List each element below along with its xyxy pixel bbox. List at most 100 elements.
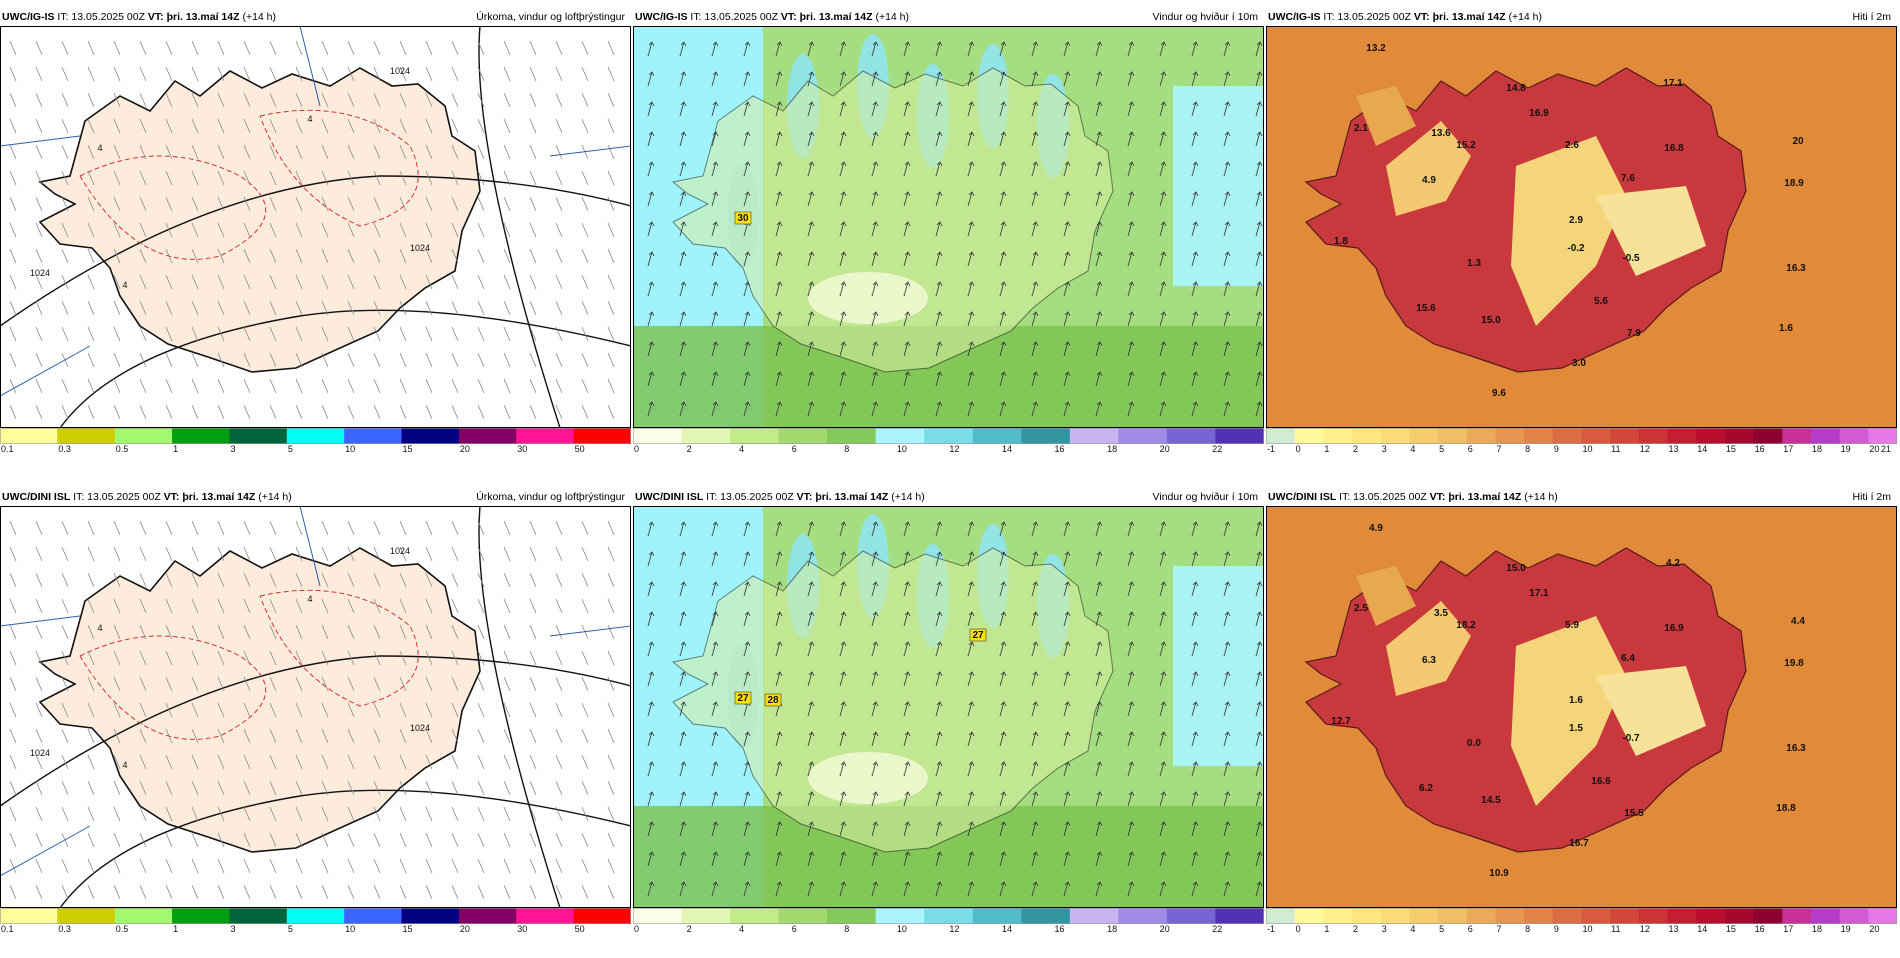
color-scale-swatch bbox=[972, 908, 1022, 924]
color-scale-tick-label: 0.1 bbox=[1, 444, 14, 454]
lead-time: (+14 h) bbox=[872, 11, 910, 23]
map-value-label: 5.9 bbox=[1565, 620, 1579, 631]
map-value-label: 4.4 bbox=[1791, 616, 1805, 627]
map-value-label: 13.2 bbox=[1366, 43, 1386, 54]
color-scale-labels: 0.1 0.3 0.5 1 3 5 10 15 20 30 50 bbox=[0, 924, 631, 936]
color-scale-swatch bbox=[286, 428, 345, 444]
color-scale-tick-label: 30 bbox=[517, 444, 528, 454]
precip-contours bbox=[79, 109, 419, 260]
map-value-label: 1.6 bbox=[1779, 323, 1793, 334]
color-scale-tick-label: 12 bbox=[949, 444, 960, 454]
map-value-label: 4 bbox=[97, 143, 102, 153]
map-value-label: 27 bbox=[972, 630, 984, 641]
map-value-label: 10.9 bbox=[1489, 868, 1509, 879]
iceland-outline bbox=[671, 547, 1114, 853]
color-scale-tick-label: 20 bbox=[1869, 924, 1880, 934]
color-scale-swatch bbox=[1581, 428, 1611, 444]
color-scale-swatch bbox=[1466, 428, 1496, 444]
map-precip: 1024 1024 1024 4 4 4 bbox=[0, 506, 631, 908]
color-scale bbox=[633, 428, 1264, 444]
color-scale-swatch bbox=[681, 908, 731, 924]
color-scale-swatch bbox=[401, 908, 460, 924]
color-scale-tick-label: 6 bbox=[1467, 924, 1473, 934]
color-scale-tick-label: 11 bbox=[1611, 444, 1621, 454]
panel-header: UWC/DINI ISL IT: 13.05.2025 00Z VT: þri.… bbox=[0, 488, 631, 506]
color-scale-tick-label: 30 bbox=[517, 924, 528, 934]
color-scale-tick-label: 15 bbox=[1725, 444, 1736, 454]
color-scale-tick-label: 1 bbox=[1324, 444, 1330, 454]
color-scale-tick-label: 10 bbox=[896, 924, 907, 934]
map-value-label: 4 bbox=[307, 114, 312, 124]
color-scale-swatch bbox=[229, 428, 288, 444]
color-scale-swatch bbox=[1782, 908, 1812, 924]
color-scale-tick-label: 16 bbox=[1754, 924, 1765, 934]
color-scale-swatch bbox=[573, 428, 631, 444]
color-scale-swatch bbox=[286, 908, 345, 924]
color-scale-tick-label: 15 bbox=[402, 924, 413, 934]
color-scale-swatch bbox=[633, 428, 683, 444]
map-value-label: 1024 bbox=[410, 723, 430, 733]
color-scale-tick-label: 8 bbox=[844, 924, 850, 934]
panel-header: UWC/IG-IS IT: 13.05.2025 00Z VT: þri. 13… bbox=[633, 8, 1264, 26]
map-value-label: 28 bbox=[767, 695, 779, 706]
map-value-label: 18.2 bbox=[1456, 620, 1476, 631]
color-scale-swatch bbox=[114, 908, 173, 924]
map-value-label: 4.9 bbox=[1422, 175, 1436, 186]
color-scale-swatch bbox=[172, 428, 230, 444]
map-value-label: 0.0 bbox=[1467, 738, 1481, 749]
map-value-label: 6.3 bbox=[1422, 655, 1436, 666]
iceland-outline bbox=[38, 547, 481, 853]
color-scale-swatch bbox=[1552, 908, 1582, 924]
iceland-outline bbox=[38, 67, 481, 373]
color-scale-tick-label: 14 bbox=[1697, 924, 1708, 934]
color-scale-swatch bbox=[114, 428, 173, 444]
iceland-outline bbox=[671, 67, 1114, 373]
color-scale-swatch bbox=[875, 428, 925, 444]
color-scale-swatch bbox=[1638, 428, 1669, 444]
map-panel-temp: UWC/IG-IS IT: 13.05.2025 00Z VT: þri. 13… bbox=[1266, 8, 1897, 478]
color-scale bbox=[0, 428, 631, 444]
color-scale-swatch bbox=[778, 908, 828, 924]
color-scale-tick-label: 18 bbox=[1107, 924, 1118, 934]
color-scale-swatch bbox=[1380, 428, 1410, 444]
color-scale-tick-label: 0 bbox=[634, 924, 640, 934]
color-scale-swatch bbox=[1610, 908, 1640, 924]
valid-time: VT: þri. 13.maí 14Z bbox=[780, 11, 873, 23]
color-scale-swatch bbox=[1753, 428, 1783, 444]
color-scale-swatch bbox=[924, 428, 974, 444]
color-scale-swatch bbox=[730, 428, 780, 444]
color-scale-tick-label: 3 bbox=[230, 444, 236, 454]
color-scale-swatch bbox=[1638, 908, 1669, 924]
map-value-label: 2.1 bbox=[1354, 123, 1368, 134]
map-value-label: 16.9 bbox=[1529, 108, 1549, 119]
map-value-label: 6.4 bbox=[1621, 653, 1635, 664]
map-value-label: 16.3 bbox=[1786, 743, 1806, 754]
lead-time: (+14 h) bbox=[888, 491, 925, 503]
color-scale-tick-label: 50 bbox=[574, 924, 585, 934]
color-scale-swatch bbox=[1118, 428, 1168, 444]
wind-arrows bbox=[647, 521, 1263, 897]
color-scale-swatch bbox=[0, 428, 58, 444]
map-value-label: 14.8 bbox=[1506, 83, 1526, 94]
color-scale-labels: 0 2 4 6 8 10 12 14 16 18 20 22 bbox=[633, 924, 1264, 936]
lead-time: (+14 h) bbox=[1521, 491, 1558, 503]
color-scale-tick-label: 20 bbox=[459, 444, 470, 454]
precip-contours bbox=[79, 589, 419, 740]
color-scale-swatch bbox=[1552, 428, 1582, 444]
color-scale-tick-label: 2 bbox=[686, 924, 692, 934]
color-scale-swatch bbox=[516, 908, 575, 924]
init-time: IT: 13.05.2025 00Z bbox=[703, 491, 797, 503]
color-scale-tick-label: 7 bbox=[1496, 444, 1502, 454]
init-time: IT: 13.05.2025 00Z bbox=[1336, 491, 1430, 503]
color-scale-tick-label: 4 bbox=[739, 444, 745, 454]
model-name: UWC/DINI ISL bbox=[2, 491, 71, 503]
color-scale-tick-label: 0 bbox=[1295, 444, 1301, 454]
color-scale-tick-label: 3 bbox=[1381, 924, 1387, 934]
map-value-label: 3.0 bbox=[1572, 358, 1586, 369]
color-scale-tick-label: 20 bbox=[1159, 924, 1170, 934]
color-scale bbox=[1266, 908, 1897, 924]
color-scale-tick-label: 3 bbox=[230, 924, 236, 934]
color-scale-swatch bbox=[1438, 908, 1468, 924]
map-value-label: 1024 bbox=[30, 748, 50, 758]
map-value-label: 2.6 bbox=[1565, 140, 1579, 151]
